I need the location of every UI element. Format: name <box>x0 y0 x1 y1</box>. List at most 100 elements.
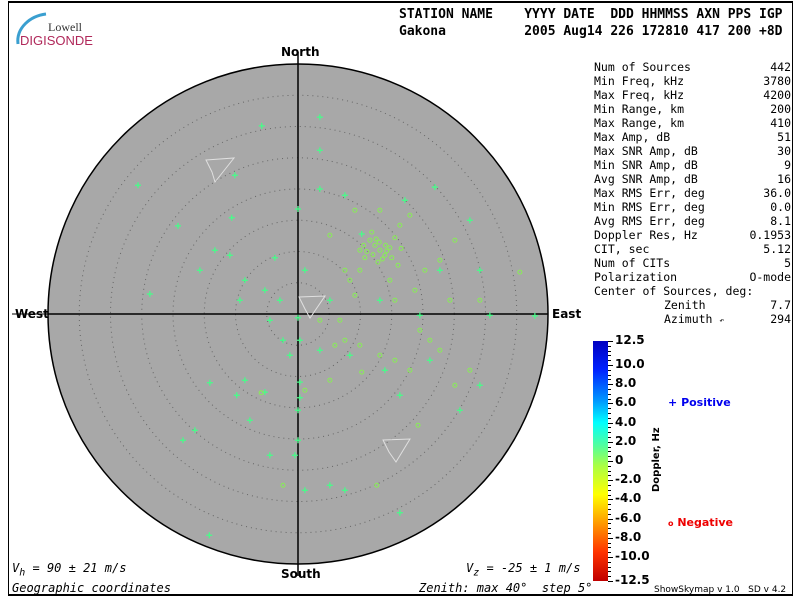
negative-doppler-point <box>477 297 483 303</box>
colorbar-minor-tick <box>608 566 611 568</box>
colorbar-tick-label: 6.0 <box>615 395 637 410</box>
stat-label: Num of CITs <box>594 256 671 270</box>
positive-doppler-point <box>291 452 298 459</box>
stat-row: Num of Sources 442 <box>594 60 791 74</box>
stat-label: Num of Sources <box>594 60 691 74</box>
stat-value: O-mode <box>749 270 791 284</box>
colorbar-minor-tick <box>608 341 611 342</box>
colorbar-minor-tick <box>608 461 611 462</box>
colorbar-minor-tick <box>608 360 611 362</box>
negative-doppler-point <box>302 387 308 393</box>
positive-doppler-point <box>295 314 301 321</box>
stat-label: Max Range, km <box>594 116 685 130</box>
negative-doppler-point <box>327 377 333 383</box>
positive-doppler-point <box>476 267 483 274</box>
colorbar-tick-label: 8.0 <box>615 376 637 391</box>
negative-doppler-point <box>397 222 403 228</box>
stat-label: Max Amp, dB <box>594 130 671 144</box>
positive-doppler-point <box>280 337 286 344</box>
negative-doppler-point <box>317 317 323 323</box>
negative-doppler-point <box>376 239 382 245</box>
negative-doppler-point <box>384 248 390 254</box>
colorbar-minor-tick <box>608 480 611 482</box>
colorbar-minor-tick <box>608 384 611 386</box>
colorbar-minor-tick <box>608 542 611 544</box>
positive-doppler-point <box>211 247 218 254</box>
stat-label: Min SNR Amp, dB <box>594 158 698 172</box>
coordinates-label: Geographic coordinates <box>12 581 171 595</box>
header-labels: STATION NAME YYYY DATE DDD HHMMSS AXN PP… <box>399 7 783 22</box>
colorbar-minor-tick <box>608 432 611 434</box>
positive-doppler-point <box>228 214 235 221</box>
colorbar-minor-tick <box>608 379 611 381</box>
positive-doppler-point <box>431 184 438 191</box>
digisonde-logo: Lowell DIGISONDE <box>12 10 93 50</box>
colorbar-tick-label: -10.0 <box>615 549 650 563</box>
positive-doppler-point <box>301 267 308 274</box>
stat-value: 16 <box>777 172 791 186</box>
velocity-arrow-icon <box>382 438 411 463</box>
colorbar-minor-tick <box>608 504 611 506</box>
stat-row: Num of CITs 5 <box>594 256 791 270</box>
stat-value: 8.1 <box>770 214 791 228</box>
negative-doppler-point <box>357 247 363 253</box>
stat-value: 410 <box>770 116 791 130</box>
positive-doppler-point <box>241 277 248 284</box>
vh-symbol: V <box>12 561 20 575</box>
colorbar-minor-tick <box>608 451 611 453</box>
positive-doppler-point <box>175 222 181 229</box>
positive-doppler-point <box>326 482 333 489</box>
positive-doppler-point <box>276 297 283 304</box>
negative-doppler-point <box>337 317 343 323</box>
stat-label: Min Freq, kHz <box>594 74 685 88</box>
positive-doppler-point <box>295 407 301 414</box>
doppler-colorbar <box>593 341 608 581</box>
colorbar-minor-tick <box>608 355 611 357</box>
stat-row: Polarization O-mode <box>594 270 791 284</box>
colorbar-minor-tick <box>608 374 611 376</box>
stat-row: Max SNR Amp, dB 30 <box>594 144 791 158</box>
label-east: East <box>552 307 582 321</box>
negative-doppler-point <box>370 252 376 258</box>
stat-value: 5 <box>784 256 791 270</box>
positive-doppler-point <box>286 352 293 359</box>
positive-doppler-point <box>258 122 265 129</box>
negative-doppler-point <box>357 342 363 348</box>
stat-value: 51 <box>777 130 791 144</box>
positive-doppler-point <box>316 147 323 154</box>
negative-doppler-point <box>382 252 388 258</box>
negative-doppler-point <box>375 259 381 265</box>
stat-row: Max Range, km 410 <box>594 116 791 130</box>
positive-doppler-point <box>180 437 186 444</box>
colorbar-minor-tick <box>608 581 611 582</box>
colorbar-minor-tick <box>608 528 611 530</box>
negative-doppler-point <box>359 369 365 375</box>
negative-doppler-point <box>415 422 421 428</box>
colorbar-minor-tick <box>608 475 611 477</box>
zenith-info: Zenith: max 40° step 5° <box>419 581 593 595</box>
colorbar-minor-tick <box>608 350 611 352</box>
colorbar-minor-tick <box>608 345 611 347</box>
stat-row: Avg RMS Err, deg 8.1 <box>594 214 791 228</box>
stat-label: Avg RMS Err, deg <box>594 214 705 228</box>
azimuth-arrow-icon: ↶ <box>719 316 725 325</box>
colorbar-minor-tick <box>608 537 611 539</box>
positive-doppler-point <box>358 231 365 237</box>
positive-doppler-point <box>146 291 153 297</box>
colorbar-tick-label: 10.0 <box>615 357 645 371</box>
negative-doppler-point <box>361 242 367 248</box>
positive-doppler-point <box>135 182 141 189</box>
positive-doppler-point <box>466 217 473 224</box>
header-values: Gakona 2005 Aug14 226 172810 417 200 +8D <box>399 24 783 39</box>
stat-row: Max Amp, dB 51 <box>594 130 791 144</box>
version-label: ShowSkymap v 1.0 SD v 4.2 <box>654 585 787 595</box>
negative-doppler-point <box>417 327 423 333</box>
vh-subscript: h <box>19 567 26 579</box>
circle-icon: o <box>668 519 674 528</box>
horizontal-velocity: Vh = 90 ± 21 m/s <box>12 561 126 578</box>
stat-value: 36.0 <box>763 186 791 200</box>
positive-doppler-point <box>206 379 213 386</box>
stat-label: Max SNR Amp, dB <box>594 144 698 158</box>
colorbar-minor-tick <box>608 446 611 448</box>
positive-doppler-point <box>226 252 233 259</box>
